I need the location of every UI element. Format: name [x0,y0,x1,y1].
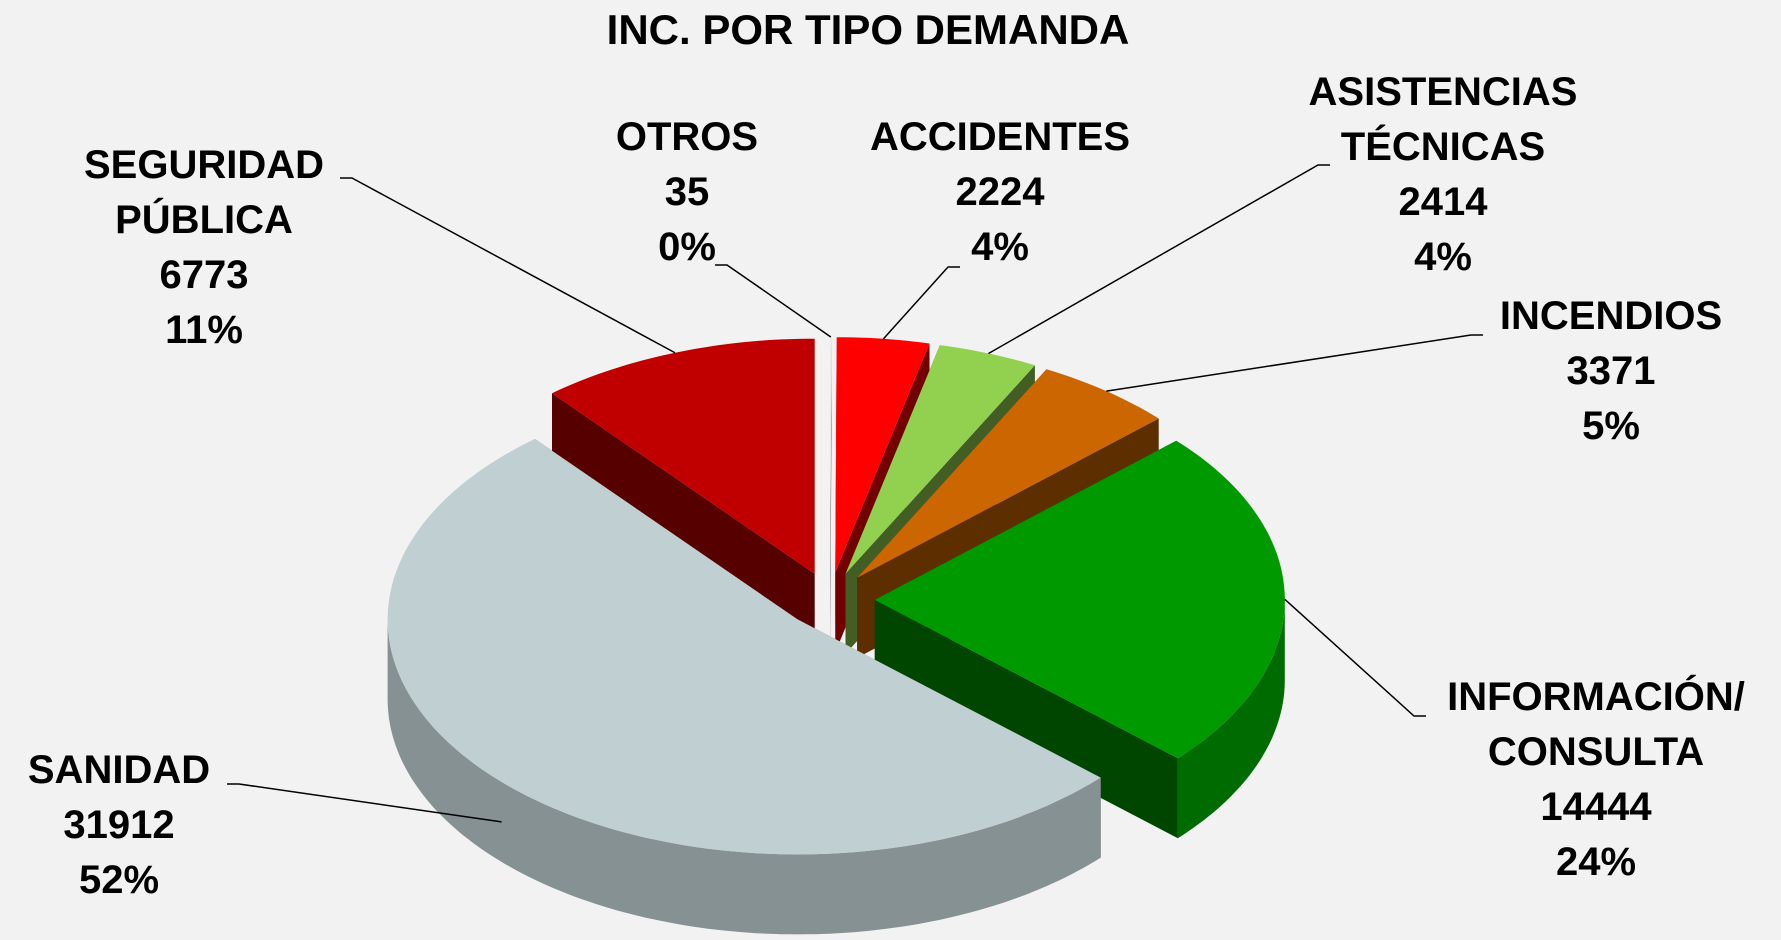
slice-side [830,337,832,652]
slice [552,338,815,574]
category-label: OTROS [616,115,758,159]
leader-line [1106,334,1483,392]
leader-line [988,164,1330,355]
percent-label: 52% [79,858,159,902]
data-label: SANIDAD 31912 52% [28,748,210,902]
slice [387,439,1101,855]
value-label: 3371 [1567,349,1656,393]
slice-wall [1177,599,1285,839]
leader-line [715,264,832,338]
leader-line [340,177,676,354]
data-label: INFORMACIÓN/CONSULTA 14444 24% [1447,673,1745,884]
category-line: SEGURIDAD [84,143,324,187]
category-line: INFORMACIÓN/ [1447,673,1745,719]
data-label: ASISTENCIAS TÉCNICAS 2414 4% [1309,70,1578,279]
category-line: CONSULTA [1488,730,1704,774]
percent-label: 4% [971,225,1029,269]
category-line: SANIDAD [28,748,210,792]
data-label: INCENDIOS 3371 5% [1500,294,1722,448]
slice [830,337,832,572]
value-label: 2414 [1399,180,1489,224]
value-label: 14444 [1540,785,1652,829]
chart-title: INC. POR TIPO DEMANDA [607,6,1130,53]
percent-label: 4% [1414,235,1472,279]
percent-label: 0% [658,225,716,269]
data-label: ACCIDENTES 2224 4% [870,115,1130,269]
value-label: 35 [665,170,710,214]
slice-wall [387,619,1101,935]
data-label: SEGURIDAD PÚBLICA 6773 11% [84,143,324,352]
slice [835,337,930,573]
category-label: ACCIDENTES [870,115,1130,159]
percent-label: 11% [165,308,243,352]
category-label: INCENDIOS [1500,294,1722,338]
category-label: INFORMACIÓN/CONSULTA [1447,673,1745,774]
slice-side [874,599,1178,839]
leader-line [227,783,502,823]
data-label: OTROS 35 0% [616,115,758,269]
category-line: INCENDIOS [1500,294,1722,338]
percent-label: 24% [1556,840,1636,884]
category-line: ACCIDENTES [870,115,1130,159]
value-label: 31912 [63,803,174,847]
category-line: TÉCNICAS [1341,124,1545,169]
value-label: 6773 [160,253,249,297]
category-line: PÚBLICA [115,196,293,242]
category-label: SEGURIDAD PÚBLICA [84,143,324,242]
percent-label: 5% [1582,404,1640,448]
slice [845,345,1035,574]
leader-line [882,266,960,340]
slice [857,369,1159,578]
leader-line [1284,598,1426,717]
category-label: SANIDAD [28,748,210,792]
category-line: ASISTENCIAS [1309,70,1578,114]
category-line: OTROS [616,115,758,159]
slice [874,440,1285,759]
value-label: 2224 [956,170,1046,214]
category-label: ASISTENCIAS TÉCNICAS [1309,70,1578,169]
